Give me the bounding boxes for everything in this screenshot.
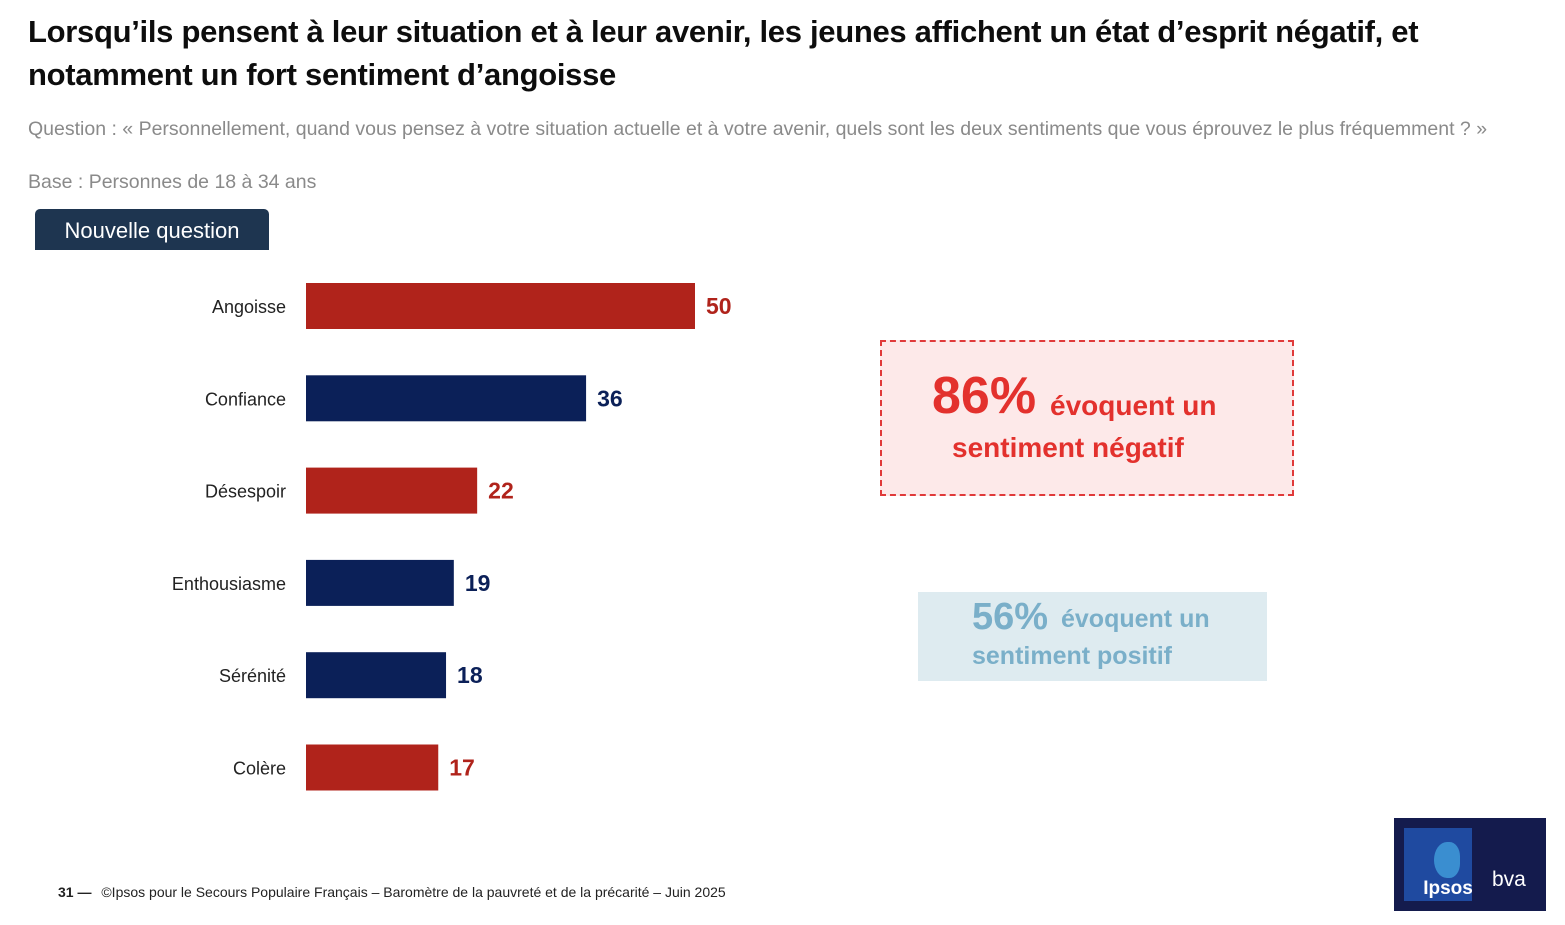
negative-callout: 86% évoquent un sentiment négatif (880, 340, 1294, 496)
page-title: Lorsqu’ils pensent à leur situation et à… (28, 14, 1419, 92)
base-text: Base : Personnes de 18 à 34 ans (28, 171, 317, 193)
bar (306, 652, 447, 699)
positive-callout: 56% évoquent un sentiment positif (918, 592, 1267, 681)
positive-callout-line1: évoquent un (1061, 605, 1210, 633)
question-text: Question : « Personnellement, quand vous… (28, 118, 1488, 140)
footer: 31 — ©Ipsos pour le Secours Populaire Fr… (58, 883, 726, 901)
bar (306, 283, 695, 329)
bar (306, 744, 439, 791)
positive-callout-line2: sentiment positif (972, 642, 1173, 670)
value-label: 19 (465, 570, 491, 596)
new-question-badge: Nouvelle question (35, 209, 269, 250)
negative-callout-line2: sentiment négatif (952, 432, 1184, 463)
category-label: Enthousiasme (172, 574, 286, 594)
positive-callout-percent: 56% (972, 596, 1049, 638)
value-label: 18 (457, 662, 483, 688)
bar (306, 467, 478, 514)
bar (306, 559, 454, 606)
bar (306, 375, 587, 422)
footer-copyright: ©Ipsos pour le Secours Populaire Françai… (101, 884, 726, 900)
value-label: 50 (706, 293, 732, 319)
ipsos-logo-block: Ipsos (1404, 828, 1473, 901)
category-label: Sérénité (219, 666, 286, 686)
category-label: Angoisse (212, 297, 286, 317)
value-label: 17 (449, 755, 475, 781)
bar-chart: Angoisse 50 Confiance 36 Désespoir 22 Enthousi… (172, 283, 732, 791)
ipsos-logo-text: Ipsos (1423, 878, 1473, 899)
ipsos-face-icon (1434, 842, 1460, 878)
value-label: 36 (597, 385, 623, 411)
category-label: Confiance (205, 389, 286, 409)
negative-callout-line1: évoquent un (1050, 390, 1217, 421)
value-label: 22 (488, 478, 514, 504)
bva-logo-text: bva (1492, 868, 1526, 891)
page-number: 31 — (58, 884, 92, 900)
negative-callout-percent: 86% (932, 367, 1037, 425)
category-label: Colère (233, 759, 286, 779)
category-label: Désespoir (205, 482, 286, 502)
ipsos-bva-logo: Ipsos bva (1394, 818, 1546, 911)
